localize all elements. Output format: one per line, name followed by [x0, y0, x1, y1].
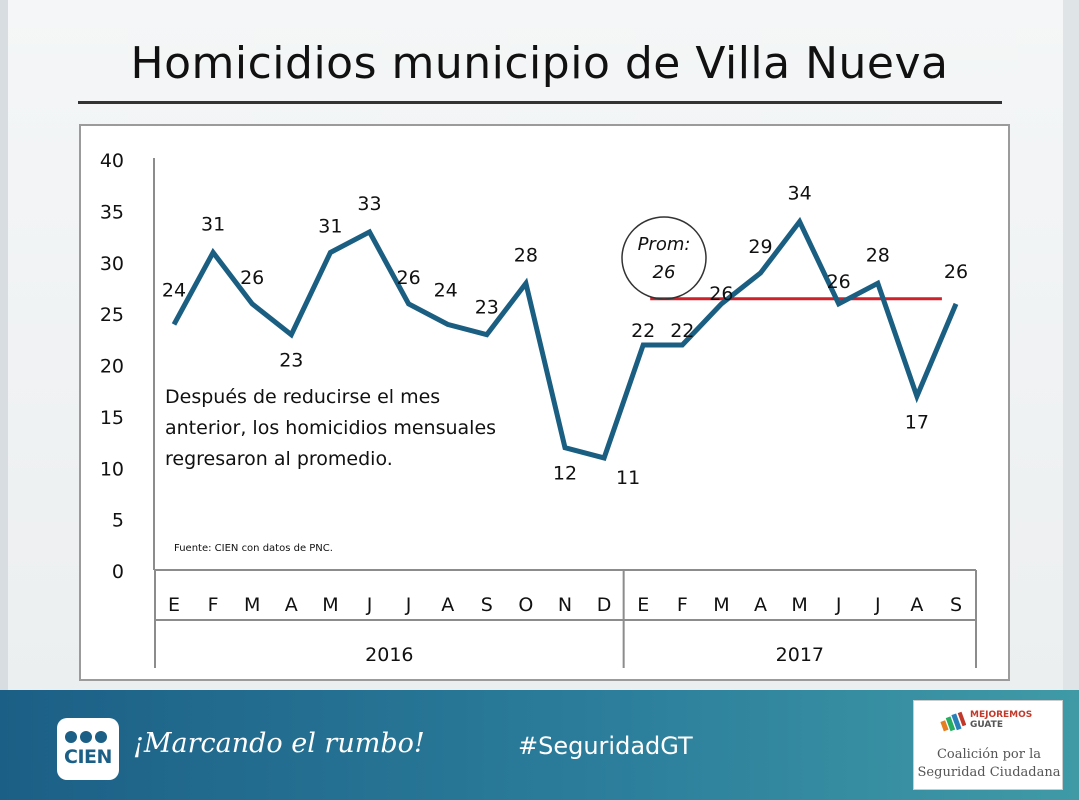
annotation-line-3: regresaron al promedio. — [165, 448, 393, 470]
partner-hands-icon — [940, 711, 966, 732]
data-label: 11 — [616, 467, 640, 489]
average-callout-circle — [621, 216, 707, 300]
chart-frame — [79, 124, 1010, 681]
x-tick-label: O — [518, 594, 533, 616]
data-label: 28 — [514, 244, 538, 266]
annotation-line-2: anterior, los homicidios mensuales — [165, 417, 496, 439]
data-label: 12 — [553, 463, 577, 485]
x-tick-label: S — [950, 594, 962, 616]
x-tick-label: D — [597, 594, 612, 616]
x-tick-label: A — [754, 594, 767, 616]
annotation-line-1: Después de reducirse el mes — [165, 386, 440, 408]
x-tick-label: M — [322, 594, 338, 616]
line-chart: 0 5 10 15 20 25 30 35 40 E F M A M J J A S O N D E F M A M J J A S 20… — [100, 150, 977, 668]
y-tick-label: 20 — [100, 356, 124, 378]
average-label-line1: Prom: — [638, 234, 691, 255]
footer-hashtag: #SeguridadGT — [518, 732, 693, 760]
data-label: 29 — [748, 236, 772, 258]
right-edge-decoration — [1063, 0, 1079, 690]
data-label: 26 — [944, 261, 968, 283]
series-line — [171, 216, 959, 461]
y-tick-label: 35 — [100, 201, 124, 223]
data-label: 26 — [709, 283, 733, 305]
data-label: 26 — [827, 271, 851, 293]
data-label: 26 — [240, 267, 264, 289]
data-label: 17 — [905, 411, 929, 433]
x-tick-label: S — [481, 594, 493, 616]
x-tick-label: E — [637, 594, 649, 616]
x-tick-label: J — [835, 594, 842, 616]
data-label: 33 — [357, 193, 381, 215]
left-edge-decoration — [0, 0, 8, 690]
average-label-line2: 26 — [653, 262, 676, 283]
source-note: Fuente: CIEN con datos de PNC. — [174, 543, 333, 554]
y-tick-label: 10 — [100, 458, 124, 480]
title-underline — [78, 101, 1002, 104]
x-tick-label: J — [874, 594, 881, 616]
x-tick-label: F — [208, 594, 219, 616]
x-tick-label: N — [558, 594, 572, 616]
partner-brand-line2: GUATE — [970, 720, 1003, 730]
partner-line2: Seguridad Ciudadana — [917, 765, 1061, 780]
x-tick-label: J — [405, 594, 412, 616]
y-axis-ticks: 0 5 10 15 20 25 30 35 40 — [100, 150, 124, 583]
x-tick-label: A — [441, 594, 454, 616]
y-tick-label: 5 — [112, 510, 124, 532]
cien-logo: CIEN — [57, 718, 119, 780]
partner-line1: Coalición por la — [936, 747, 1041, 762]
logo-dots-icon — [65, 728, 111, 743]
data-label: 22 — [631, 320, 655, 342]
x-tick-label: E — [168, 594, 180, 616]
data-label: 31 — [201, 213, 225, 235]
year-label: 2016 — [365, 644, 413, 666]
x-tick-label: M — [791, 594, 807, 616]
partner-brand: MEJOREMOS GUATE — [970, 710, 1060, 730]
year-label: 2017 — [776, 644, 824, 666]
y-tick-label: 30 — [100, 253, 124, 275]
data-label: 24 — [162, 279, 186, 301]
x-tick-label: M — [244, 594, 260, 616]
data-label: 23 — [279, 350, 303, 372]
y-tick-label: 40 — [100, 150, 124, 172]
page-title: Homicidios municipio de Villa Nueva — [130, 38, 949, 89]
x-tick-label: M — [713, 594, 729, 616]
data-labels: 24 31 26 23 31 33 26 24 23 28 12 11 22 22 26 29 34 26 28 17… — [162, 183, 968, 489]
partner-logo: MEJOREMOS GUATE Coalición por la Segurid… — [913, 700, 1063, 790]
partner-brand-line1: MEJOREMOS — [970, 710, 1033, 720]
data-label: 24 — [434, 279, 458, 301]
x-tick-label: A — [910, 594, 923, 616]
x-tick-label: F — [677, 594, 688, 616]
y-tick-label: 25 — [100, 304, 124, 326]
data-label: 34 — [788, 183, 812, 205]
data-label: 28 — [866, 244, 890, 266]
data-label: 23 — [475, 297, 499, 319]
x-axis-table: E F M A M J J A S O N D E F M A M J J A S 2016 2017 — [154, 569, 977, 668]
y-tick-label: 0 — [112, 561, 124, 583]
data-label: 22 — [670, 320, 694, 342]
x-tick-label: A — [285, 594, 298, 616]
x-tick-label: J — [366, 594, 373, 616]
footer-slogan: ¡Marcando el rumbo! — [133, 728, 425, 759]
footer-bar — [0, 690, 1079, 800]
data-label: 26 — [397, 267, 421, 289]
logo-text: CIEN — [64, 746, 112, 768]
y-tick-label: 15 — [100, 407, 124, 429]
data-label: 31 — [318, 215, 342, 237]
